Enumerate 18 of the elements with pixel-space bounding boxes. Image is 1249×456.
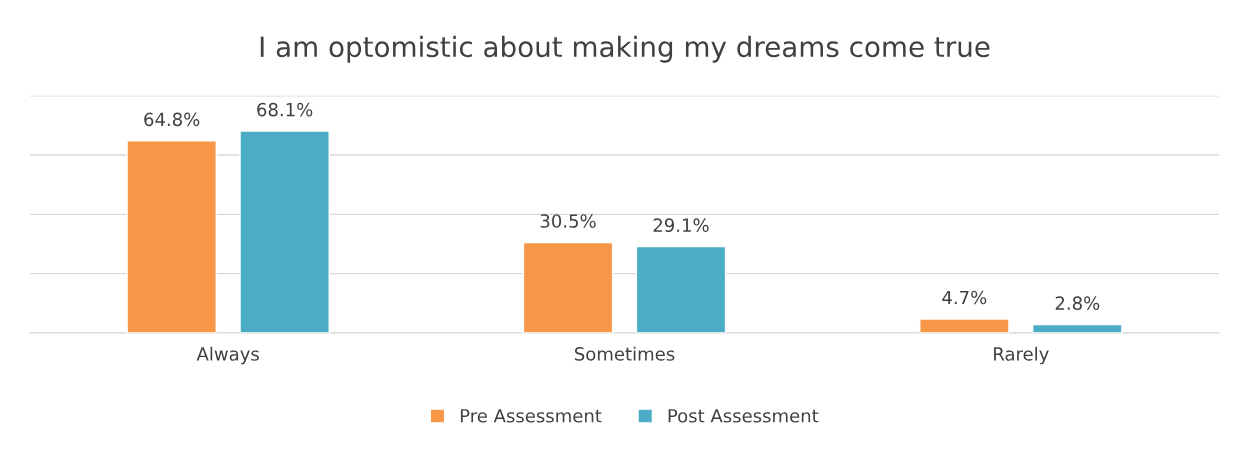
data-label: 2.8% bbox=[1055, 296, 1100, 310]
data-label: 29.1% bbox=[653, 218, 709, 233]
bar bbox=[126, 140, 217, 333]
bar bbox=[919, 318, 1010, 333]
legend-label: Post Assessment bbox=[668, 409, 819, 423]
bar bbox=[239, 130, 330, 333]
chart-title: I am optomistic about making my dreams come true bbox=[260, 35, 990, 63]
x-tick-label: Rarely bbox=[994, 346, 1049, 365]
bar bbox=[1032, 323, 1123, 333]
legend-label: Pre Assessment bbox=[460, 409, 602, 423]
data-label: 64.8% bbox=[144, 112, 200, 127]
x-tick-label: Sometimes bbox=[574, 346, 675, 361]
bar bbox=[522, 241, 614, 333]
x-tick-label: Always bbox=[196, 346, 259, 365]
data-label: 68.1% bbox=[257, 102, 313, 117]
bar bbox=[635, 245, 727, 333]
data-label: 4.7% bbox=[942, 290, 987, 305]
data-label: 30.5% bbox=[540, 214, 596, 228]
